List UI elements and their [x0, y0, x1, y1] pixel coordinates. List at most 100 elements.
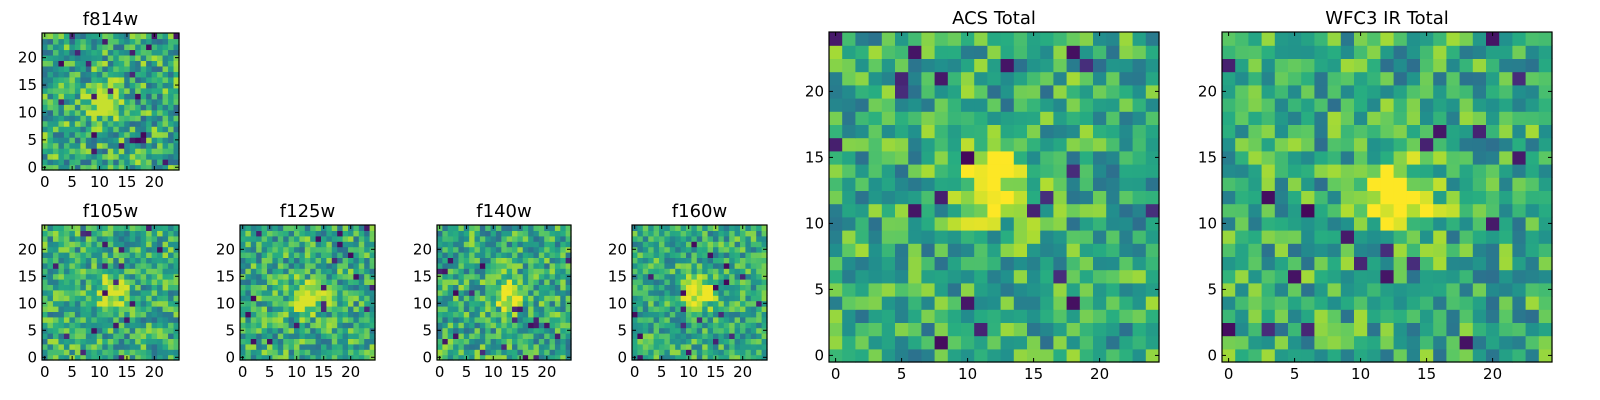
- heatmap-cell: [1040, 177, 1054, 191]
- heatmap-cell: [729, 262, 736, 269]
- heatmap-cell: [934, 269, 949, 284]
- heatmap-cell: [1327, 296, 1342, 310]
- heatmap-cell: [1066, 282, 1081, 297]
- heatmap-cell: [881, 322, 896, 337]
- chart-title: WFC3 IR Total: [1325, 8, 1448, 29]
- heatmap-cell: [1340, 137, 1355, 152]
- heatmap-cell: [675, 273, 682, 280]
- heatmap-cell: [277, 257, 284, 264]
- heatmap-cell: [745, 338, 752, 345]
- heatmap-cell: [331, 262, 338, 269]
- heatmap-cell: [310, 225, 317, 231]
- heatmap-cell: [829, 243, 843, 257]
- heatmap-cell: [1538, 348, 1553, 363]
- heatmap-cell: [267, 246, 273, 253]
- heatmap-cell: [1327, 177, 1342, 191]
- heatmap-cell: [337, 311, 344, 318]
- heatmap-cell: [63, 333, 70, 339]
- heatmap-cell: [842, 230, 856, 244]
- heatmap-cell: [364, 354, 371, 361]
- heatmap-cell: [272, 279, 279, 285]
- heatmap-cell: [157, 153, 164, 160]
- heatmap-cell: [447, 295, 454, 302]
- heatmap-cell: [113, 343, 120, 350]
- heatmap-cell: [474, 327, 481, 334]
- heatmap-cell: [761, 252, 768, 258]
- heatmap-cell: [113, 87, 120, 94]
- heatmap-cell: [1093, 256, 1107, 271]
- heatmap-cell: [80, 82, 87, 89]
- heatmap-cell: [974, 216, 988, 231]
- heatmap-cell: [469, 225, 476, 231]
- heatmap-cell: [734, 241, 741, 248]
- heatmap-cell: [659, 252, 665, 258]
- heatmap-cell: [934, 203, 949, 218]
- heatmap-cell: [42, 322, 49, 329]
- heatmap-cell: [469, 279, 476, 285]
- heatmap-cell: [146, 225, 153, 231]
- heatmap-cell: [1406, 137, 1421, 152]
- heatmap-cell: [118, 354, 125, 361]
- heatmap-cell: [707, 300, 714, 307]
- heatmap-cell: [331, 225, 338, 231]
- heatmap-cell: [118, 284, 125, 291]
- heatmap-cell: [565, 279, 572, 285]
- heatmap-cell: [642, 327, 649, 334]
- heatmap-cell: [549, 343, 556, 350]
- heatmap-cell: [549, 289, 556, 296]
- heatmap-cell: [1340, 111, 1355, 125]
- heatmap-cell: [1261, 230, 1276, 244]
- heatmap-cell: [52, 126, 60, 133]
- heatmap-cell: [1393, 177, 1408, 191]
- heatmap-cell: [506, 235, 513, 242]
- heatmap-cell: [750, 246, 757, 253]
- heatmap-cell: [829, 124, 843, 139]
- heatmap-cell: [146, 316, 153, 323]
- heatmap-cell: [85, 54, 92, 61]
- heatmap-cell: [1027, 348, 1041, 363]
- heatmap-cell: [1367, 190, 1381, 205]
- heatmap-cell: [637, 311, 644, 318]
- heatmap-cell: [675, 295, 682, 302]
- heatmap-cell: [168, 33, 175, 40]
- heatmap-cell: [107, 71, 114, 78]
- heatmap-cell: [745, 300, 752, 307]
- heatmap-cell: [1288, 309, 1302, 323]
- heatmap-cell: [135, 65, 142, 72]
- heatmap-cell: [908, 282, 922, 297]
- heatmap-cell: [113, 43, 120, 51]
- heatmap-cell: [74, 153, 81, 160]
- heatmap-cell: [102, 126, 109, 133]
- heatmap-cell: [756, 268, 763, 275]
- heatmap-cell: [501, 225, 508, 231]
- heatmap-cell: [855, 124, 870, 139]
- heatmap-cell: [80, 349, 87, 356]
- heatmap-cell: [1248, 348, 1263, 363]
- heatmap-cell: [348, 257, 354, 264]
- heatmap-cell: [1420, 348, 1434, 363]
- heatmap-cell: [713, 338, 719, 345]
- heatmap-cell: [96, 284, 103, 291]
- heatmap-cell: [495, 354, 502, 361]
- heatmap-cell: [474, 349, 481, 356]
- heatmap-cell: [490, 327, 497, 334]
- heatmap-cell: [1393, 216, 1408, 231]
- heatmap-cell: [353, 322, 360, 329]
- heatmap-cell: [1354, 124, 1368, 139]
- heatmap-cell: [1274, 256, 1289, 271]
- heatmap-cell: [469, 284, 476, 291]
- heatmap-cell: [348, 300, 354, 307]
- heatmap-cell: [653, 273, 660, 280]
- heatmap-cell: [310, 289, 317, 296]
- heatmap-cell: [881, 45, 896, 59]
- heatmap-cell: [1301, 309, 1315, 323]
- heatmap-cell: [168, 38, 175, 45]
- heatmap-cell: [326, 284, 333, 291]
- heatmap-cell: [560, 268, 567, 275]
- heatmap-cell: [947, 137, 962, 152]
- heatmap-cell: [485, 268, 492, 275]
- heatmap-cell: [868, 45, 883, 59]
- heatmap-cell: [506, 257, 513, 264]
- heatmap-cell: [353, 268, 360, 275]
- heatmap-cell: [691, 262, 698, 269]
